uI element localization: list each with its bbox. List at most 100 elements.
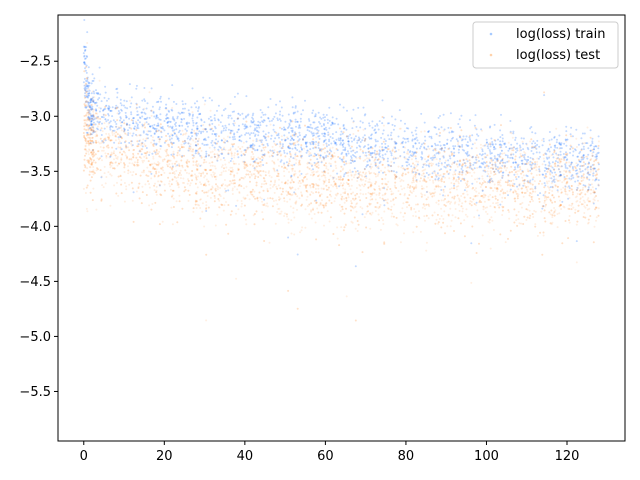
train-point — [378, 153, 381, 156]
train-point — [186, 137, 189, 140]
test-point — [518, 147, 521, 150]
train-point — [350, 137, 353, 139]
train-point — [285, 161, 288, 164]
train-point — [470, 147, 473, 150]
test-point — [548, 211, 551, 214]
test-point — [343, 197, 346, 200]
train-point — [149, 130, 152, 133]
test-point — [536, 160, 539, 163]
train-point — [141, 123, 144, 126]
train-point — [373, 129, 376, 132]
train-point — [179, 133, 182, 136]
test-point — [521, 140, 524, 143]
train-point — [185, 123, 188, 126]
train-point — [364, 113, 367, 116]
train-point — [104, 85, 107, 88]
train-point — [145, 133, 148, 136]
test-point — [170, 133, 173, 136]
train-point — [122, 119, 125, 122]
train-point — [361, 121, 364, 124]
train-point — [359, 145, 362, 148]
train-point — [526, 146, 529, 149]
train-point — [355, 125, 358, 128]
train-point — [466, 150, 469, 153]
train-point — [228, 136, 231, 139]
train-point — [343, 173, 346, 176]
train-point — [358, 144, 361, 147]
train-point — [175, 103, 178, 105]
test-point — [543, 201, 546, 204]
train-point — [215, 138, 217, 141]
test-point — [271, 145, 274, 148]
test-point — [345, 295, 348, 298]
train-point — [135, 87, 138, 90]
train-point — [276, 134, 278, 137]
train-point — [315, 154, 317, 157]
train-point — [109, 128, 112, 131]
train-point — [501, 164, 504, 167]
train-point — [231, 145, 234, 148]
test-point — [240, 202, 243, 205]
train-point — [572, 154, 574, 157]
train-point — [268, 120, 271, 123]
test-point — [575, 146, 578, 148]
train-point — [530, 164, 533, 166]
train-point — [488, 126, 491, 129]
train-point — [263, 153, 266, 156]
test-point — [509, 190, 512, 193]
test-point — [555, 127, 558, 130]
test-point — [134, 120, 137, 123]
train-point — [107, 97, 110, 100]
train-point — [192, 113, 194, 116]
train-point — [281, 114, 284, 117]
train-point — [291, 106, 294, 109]
train-point — [381, 122, 384, 125]
train-point — [336, 172, 339, 175]
train-point — [176, 115, 179, 118]
train-point — [342, 145, 345, 148]
train-point — [329, 165, 332, 167]
train-point — [304, 141, 307, 144]
train-point — [250, 132, 253, 135]
test-point — [336, 237, 339, 240]
train-point — [113, 129, 116, 132]
train-point — [355, 146, 358, 149]
train-point — [308, 126, 311, 129]
test-point — [233, 185, 236, 188]
train-point — [424, 139, 427, 142]
train-point — [387, 134, 390, 137]
train-point — [529, 179, 532, 182]
train-point — [342, 106, 345, 109]
train-point — [463, 189, 466, 192]
train-point — [116, 91, 119, 94]
test-point — [213, 141, 216, 144]
train-point — [547, 147, 550, 150]
train-point — [472, 163, 475, 166]
train-point — [229, 160, 232, 162]
train-point — [494, 143, 497, 146]
train-point — [288, 122, 291, 125]
train-point — [335, 117, 338, 120]
train-point — [458, 171, 461, 173]
test-point — [299, 185, 301, 188]
train-point — [143, 117, 146, 120]
train-point — [92, 131, 95, 134]
train-point — [324, 126, 327, 129]
train-point — [575, 240, 578, 243]
train-point — [471, 143, 474, 146]
train-point — [288, 142, 291, 145]
test-point — [532, 216, 535, 218]
train-point — [300, 172, 303, 175]
train-point — [496, 159, 499, 162]
train-point — [153, 133, 156, 135]
train-point — [205, 150, 208, 153]
test-point — [252, 139, 255, 142]
train-point — [386, 160, 389, 163]
train-point — [116, 128, 119, 131]
train-point — [270, 137, 272, 140]
train-point — [305, 151, 308, 154]
train-point — [243, 127, 246, 130]
test-point — [269, 187, 272, 190]
test-point — [181, 181, 184, 184]
